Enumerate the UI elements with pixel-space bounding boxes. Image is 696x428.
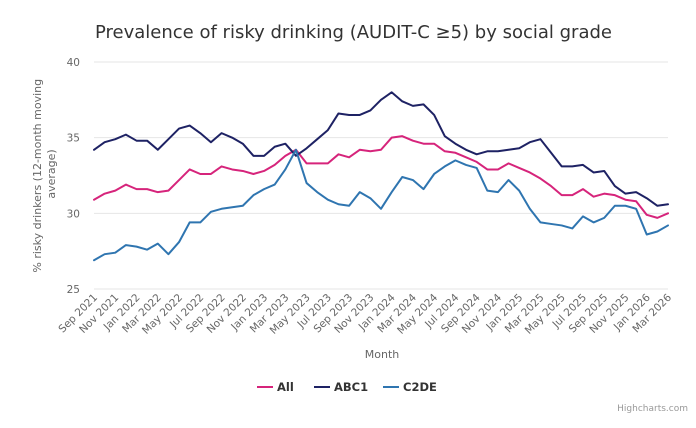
x-axis-title: Month bbox=[365, 348, 400, 361]
chart-title: Prevalence of risky drinking (AUDIT-C ≥5… bbox=[95, 22, 612, 43]
y-tick-label-25: 25 bbox=[67, 284, 80, 296]
series-line-c2de[interactable] bbox=[93, 148, 669, 262]
y-axis-title-line-1: % risky drinkers (12-month moving bbox=[31, 79, 44, 273]
grid-lines bbox=[94, 61, 668, 290]
y-tick-label-35: 35 bbox=[67, 133, 80, 145]
legend-label-all: All bbox=[277, 380, 294, 394]
series-line-abc1[interactable] bbox=[93, 91, 669, 207]
series-lines bbox=[93, 91, 669, 262]
legend-item-all[interactable]: All bbox=[257, 380, 294, 394]
legend: All ABC1 C2DE bbox=[257, 380, 437, 394]
y-axis-ticks: 25 30 35 40 bbox=[67, 57, 80, 296]
y-axis-title: % risky drinkers (12-month moving averag… bbox=[31, 75, 58, 272]
legend-label-abc1: ABC1 bbox=[334, 380, 368, 394]
series-line-all[interactable] bbox=[93, 135, 669, 219]
legend-label-c2de: C2DE bbox=[403, 380, 437, 394]
legend-item-abc1[interactable]: ABC1 bbox=[314, 380, 368, 394]
legend-item-c2de[interactable]: C2DE bbox=[383, 380, 437, 394]
y-axis-title-line-2: average) bbox=[45, 149, 58, 198]
credits-link[interactable]: Highcharts.com bbox=[617, 404, 688, 414]
y-tick-label-30: 30 bbox=[67, 208, 80, 220]
y-tick-label-40: 40 bbox=[67, 57, 80, 69]
